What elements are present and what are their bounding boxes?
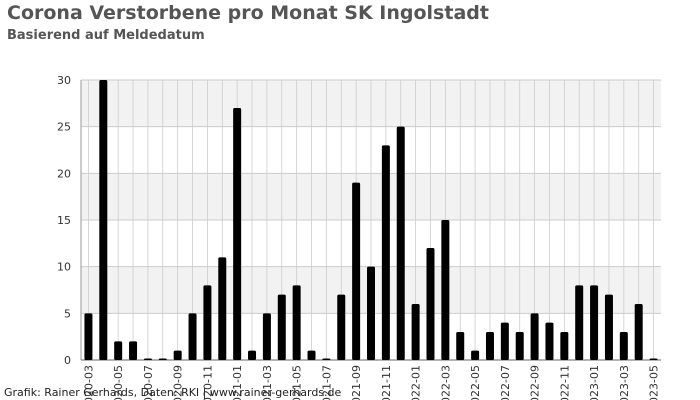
bar — [649, 358, 658, 360]
bar — [337, 294, 346, 360]
x-tick-label: 2022-07 — [499, 365, 512, 400]
bar — [114, 341, 123, 360]
bar — [218, 257, 227, 360]
x-tick-label: 2020-03 — [82, 365, 95, 400]
bar — [262, 313, 271, 360]
bar — [411, 304, 420, 360]
x-tick-label: 2020-05 — [112, 365, 125, 400]
bar — [233, 108, 242, 360]
x-tick-label: 2023-05 — [648, 365, 661, 400]
x-tick-label: 2023-01 — [588, 365, 601, 400]
bar — [604, 294, 613, 360]
bar — [545, 322, 554, 360]
bar — [560, 332, 569, 360]
bar — [367, 266, 375, 360]
bar — [381, 145, 390, 360]
bar — [590, 285, 599, 360]
bar — [84, 313, 93, 360]
y-tick-label: 10 — [57, 261, 71, 274]
x-tick-label: 2020-07 — [142, 365, 155, 400]
x-tick-label: 2022-01 — [410, 365, 423, 400]
bar — [292, 285, 301, 360]
bar — [277, 294, 286, 360]
source-credit: Grafik: Rainer Gerhards, Daten: RKI | ww… — [4, 386, 342, 399]
y-tick-label: 5 — [64, 307, 71, 320]
bar — [634, 304, 643, 360]
x-tick-label: 2022-09 — [529, 365, 542, 400]
y-tick-label: 25 — [57, 121, 71, 134]
y-tick-label: 30 — [57, 74, 71, 87]
bar — [203, 285, 212, 360]
bar — [575, 285, 584, 360]
y-tick-label: 0 — [64, 354, 71, 367]
bar — [456, 332, 465, 360]
y-tick-label: 15 — [57, 214, 71, 227]
x-tick-label: 2020-11 — [201, 365, 214, 400]
x-tick-label: 2022-11 — [558, 365, 571, 400]
bar — [426, 248, 435, 360]
bar — [248, 350, 257, 360]
bar — [158, 358, 167, 360]
x-tick-label: 2021-09 — [350, 365, 363, 400]
bar — [396, 126, 405, 361]
bar — [500, 322, 509, 360]
chart-subtitle: Basierend auf Meldedatum — [7, 28, 205, 43]
bar — [143, 358, 152, 360]
bar — [485, 332, 494, 360]
bar — [322, 358, 331, 360]
x-tick-label: 2022-05 — [469, 365, 482, 400]
bar — [188, 313, 197, 360]
bar — [515, 332, 524, 360]
bar — [619, 332, 628, 360]
bar — [352, 182, 361, 360]
x-tick-label: 2022-03 — [439, 365, 452, 400]
x-tick-label: 2023-03 — [618, 365, 631, 400]
x-tick-label: 2020-09 — [172, 365, 185, 400]
x-tick-label: 2021-05 — [291, 365, 304, 400]
bar — [173, 350, 182, 360]
bar — [441, 220, 450, 360]
x-tick-label: 2021-07 — [320, 365, 333, 400]
x-tick-label: 2021-01 — [231, 365, 244, 400]
y-tick-label: 20 — [57, 167, 71, 180]
bar — [99, 80, 108, 360]
bar — [530, 313, 539, 360]
chart-title: Corona Verstorbene pro Monat SK Ingolsta… — [7, 2, 489, 24]
x-tick-label: 2021-11 — [380, 365, 393, 400]
bar — [129, 341, 138, 360]
bar — [307, 350, 316, 360]
bar — [471, 350, 480, 360]
x-tick-label: 2021-03 — [261, 365, 274, 400]
